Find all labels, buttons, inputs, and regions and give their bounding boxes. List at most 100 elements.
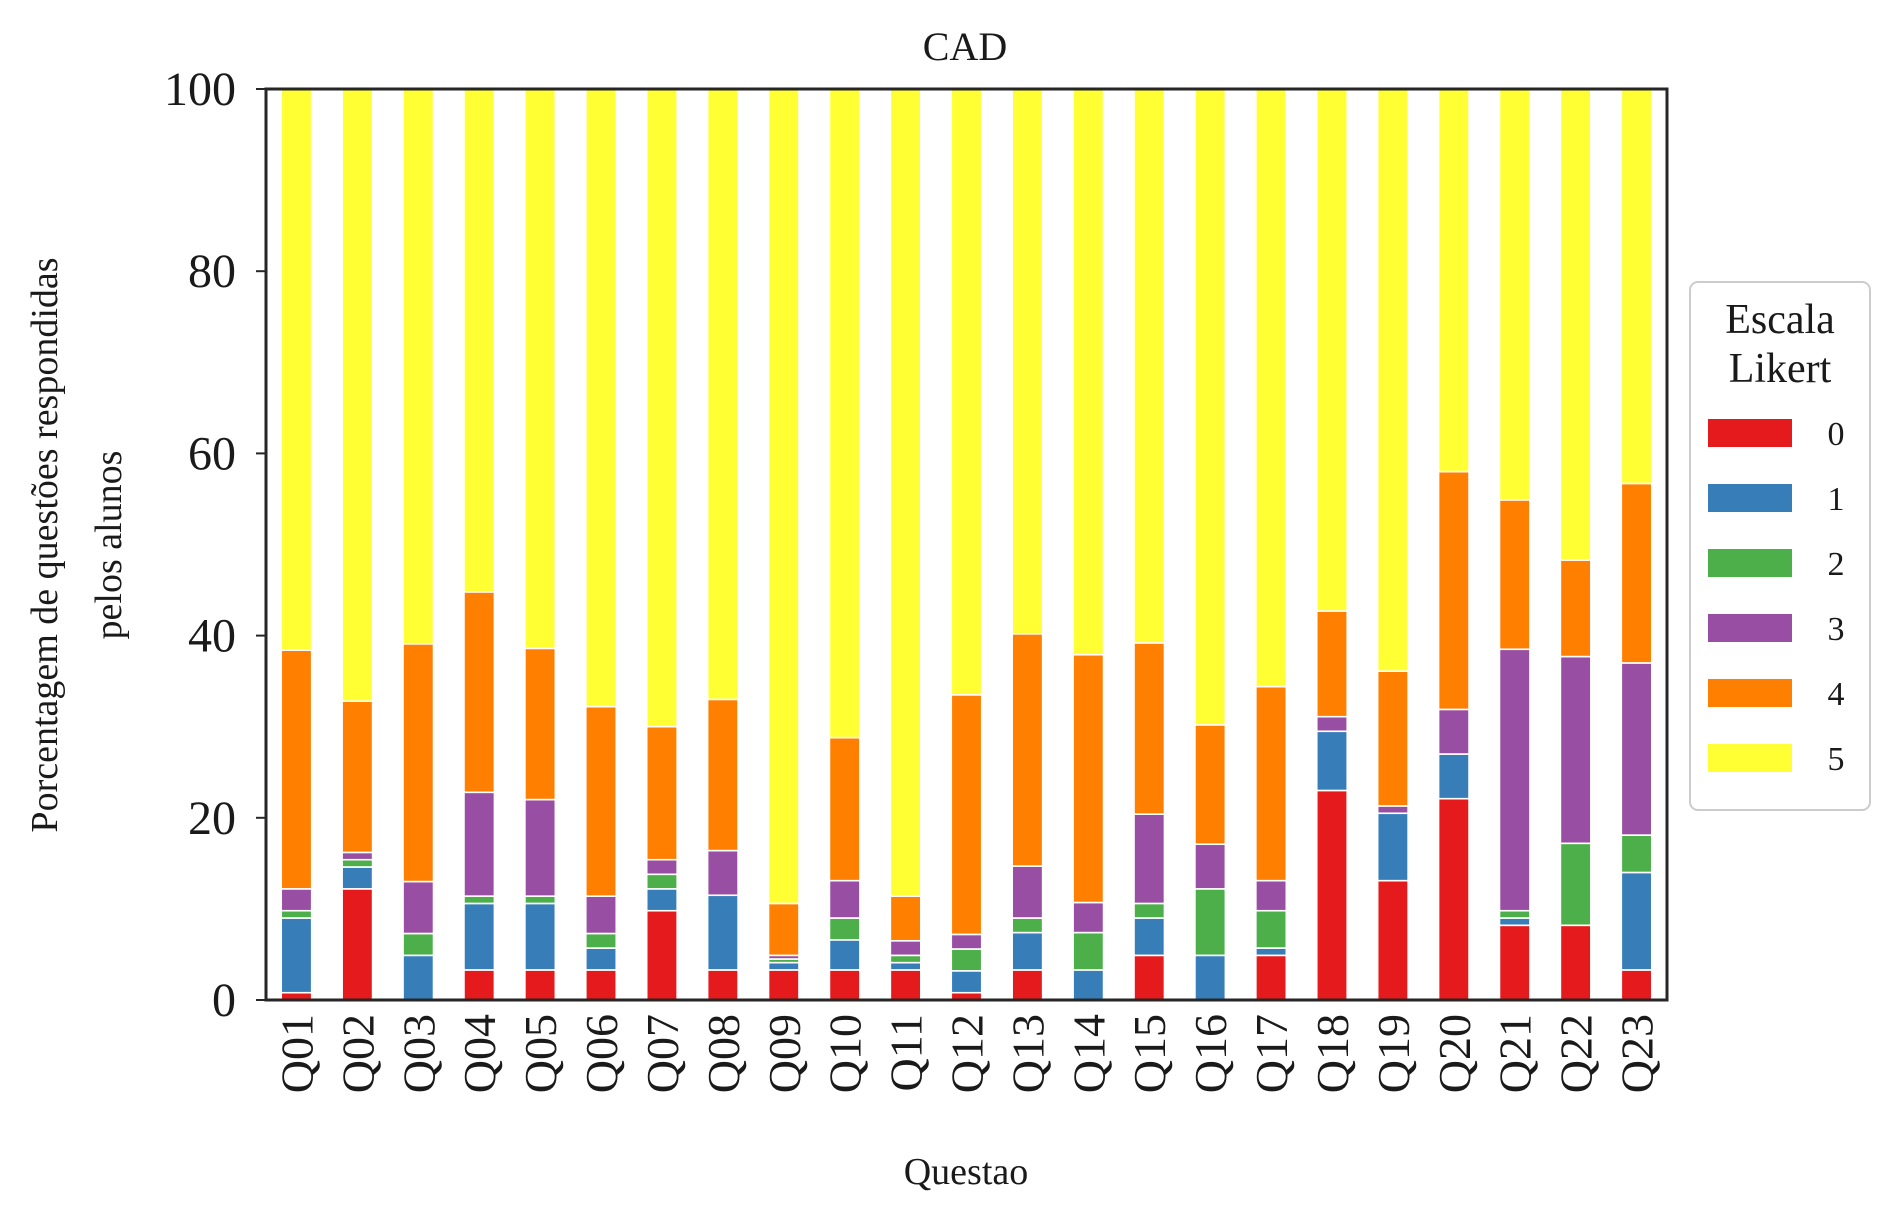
bar-q10-level-5 xyxy=(828,88,861,739)
bar-q23-level-2 xyxy=(1620,834,1653,874)
plot-frame xyxy=(264,87,1669,1002)
bar-q09-level-5 xyxy=(767,88,800,905)
bar-q08-level-0 xyxy=(706,969,739,1001)
bar-q04-level-3 xyxy=(463,791,496,897)
bar-q08-level-4 xyxy=(706,698,739,852)
x-tick-label-q19: Q19 xyxy=(1368,1014,1419,1093)
bar-q06-level-1 xyxy=(584,947,618,971)
legend: Escala Likert 0 1 2 3 4 5 xyxy=(1689,281,1871,811)
bar-q12-level-4 xyxy=(950,694,983,936)
x-tick-label-q09: Q09 xyxy=(759,1014,810,1093)
bar-q18-level-5 xyxy=(1315,88,1349,612)
bar-q18-level-4 xyxy=(1315,610,1349,718)
bar-q11-level-4 xyxy=(889,895,922,942)
bar-q16-level-3 xyxy=(1194,843,1227,890)
x-tick-label-q14: Q14 xyxy=(1063,1014,1114,1093)
y-tick-label-40: 40 xyxy=(188,610,236,663)
bar-q16-level-2 xyxy=(1194,888,1227,957)
bar-q16-level-1 xyxy=(1194,954,1227,1001)
bar-q12-level-1 xyxy=(950,970,983,994)
bar-q01-level-1 xyxy=(280,917,313,994)
legend-swatch-3 xyxy=(1708,614,1792,642)
bar-q19-level-4 xyxy=(1376,670,1409,807)
x-tick-label-q05: Q05 xyxy=(515,1014,566,1093)
legend-label-2: 2 xyxy=(1828,546,1845,583)
legend-swatch-0 xyxy=(1708,419,1792,447)
legend-label-3: 3 xyxy=(1828,611,1845,648)
bar-q18-level-1 xyxy=(1315,730,1349,792)
bar-q19-level-0 xyxy=(1376,879,1409,1001)
bar-q11-level-2 xyxy=(889,954,922,964)
bar-q13-level-5 xyxy=(1011,88,1044,635)
bar-q07-level-1 xyxy=(645,888,678,912)
bar-q10-level-2 xyxy=(828,917,861,941)
bar-q05-level-2 xyxy=(524,895,557,905)
chart-title: CAD xyxy=(923,24,1007,69)
bar-q14-level-5 xyxy=(1072,88,1105,656)
bar-q23-level-0 xyxy=(1620,969,1653,1001)
legend-swatch-4 xyxy=(1708,679,1792,707)
x-tick-label-q04: Q04 xyxy=(454,1014,505,1093)
bar-q23-level-3 xyxy=(1620,662,1653,836)
bar-q02-level-2 xyxy=(341,858,374,868)
bar-q08-level-3 xyxy=(706,849,739,897)
bar-q14-level-1 xyxy=(1072,969,1105,1001)
bar-q05-level-0 xyxy=(524,969,557,1001)
legend-label-4: 4 xyxy=(1828,676,1845,713)
bar-q15-level-0 xyxy=(1133,954,1166,1001)
legend-title-line-2: Likert xyxy=(1729,346,1832,392)
x-tick-label-q21: Q21 xyxy=(1490,1014,1541,1093)
bar-q03-level-1 xyxy=(402,954,435,1001)
bar-q07-level-5 xyxy=(645,88,678,728)
bar-q02-level-1 xyxy=(341,866,374,890)
bar-q22-level-2 xyxy=(1559,842,1592,927)
bars-layer xyxy=(280,88,1653,1001)
x-tick-label-q20: Q20 xyxy=(1429,1014,1480,1093)
bar-q07-level-0 xyxy=(645,909,678,1001)
x-tick-label-q23: Q23 xyxy=(1612,1014,1663,1093)
bar-q08-level-1 xyxy=(706,894,739,971)
bar-q17-level-4 xyxy=(1255,685,1288,882)
bar-q02-level-3 xyxy=(341,851,374,861)
bar-q02-level-0 xyxy=(341,888,374,1001)
bar-q01-level-2 xyxy=(280,909,313,919)
bar-q10-level-1 xyxy=(828,939,861,971)
bar-q15-level-5 xyxy=(1133,88,1166,644)
bar-q16-level-4 xyxy=(1194,724,1227,846)
x-ticks: Q01 Q02 Q03 Q04 Q05 Q06 Q07 Q08 Q09 Q10 Q11 Q12 Q13 Q… xyxy=(271,1014,1662,1093)
y-axis-label: Porcentagem de questões respondidas pelo… xyxy=(24,257,130,832)
bar-q20-level-0 xyxy=(1437,797,1470,1001)
bar-q13-level-0 xyxy=(1011,969,1044,1001)
bar-q17-level-1 xyxy=(1255,947,1288,957)
bar-q20-level-3 xyxy=(1437,708,1470,755)
legend-frame xyxy=(1689,281,1871,811)
bar-q18-level-0 xyxy=(1315,789,1349,1001)
bar-q11-level-1 xyxy=(889,961,922,971)
bar-q13-level-2 xyxy=(1011,917,1044,934)
bar-q14-level-4 xyxy=(1072,653,1105,904)
bar-q07-level-3 xyxy=(645,858,678,876)
x-tick-label-q18: Q18 xyxy=(1307,1014,1358,1093)
bar-q18-level-3 xyxy=(1315,715,1349,733)
bar-q07-level-2 xyxy=(645,873,678,890)
bar-q15-level-4 xyxy=(1133,642,1166,815)
legend-swatch-1 xyxy=(1708,484,1792,512)
y-tick-label-100: 100 xyxy=(164,63,236,116)
bar-q05-level-1 xyxy=(524,902,557,971)
y-tick-label-20: 20 xyxy=(188,792,236,845)
x-tick-label-q15: Q15 xyxy=(1124,1014,1175,1093)
bar-q12-level-3 xyxy=(950,933,983,950)
bar-q03-level-5 xyxy=(402,88,435,645)
bar-q12-level-2 xyxy=(950,948,983,972)
bar-q21-level-5 xyxy=(1498,88,1531,501)
bar-q22-level-0 xyxy=(1559,924,1592,1001)
bar-q05-level-5 xyxy=(524,88,557,650)
bar-q13-level-1 xyxy=(1011,931,1044,971)
legend-swatch-2 xyxy=(1708,549,1792,577)
bar-q10-level-0 xyxy=(828,969,861,1001)
bar-q16-level-5 xyxy=(1194,88,1227,726)
bar-q11-level-5 xyxy=(889,88,922,897)
bar-q04-level-1 xyxy=(463,902,496,971)
bar-q04-level-2 xyxy=(463,895,496,905)
bar-q04-level-4 xyxy=(463,591,496,794)
